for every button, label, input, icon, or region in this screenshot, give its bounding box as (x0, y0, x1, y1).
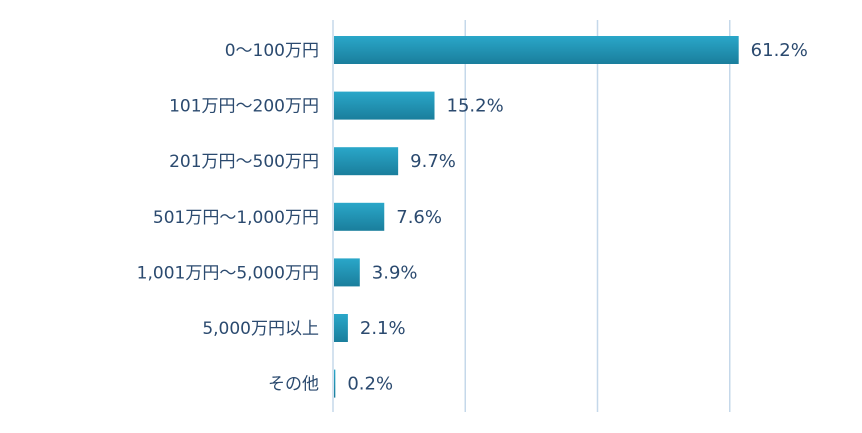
category-label: 0〜100万円 (225, 41, 319, 61)
bar (334, 91, 435, 120)
category-label: 501万円〜1,000万円 (153, 208, 319, 228)
value-label: 2.1% (360, 318, 406, 339)
value-labels: 61.2% 15.2% 9.7% 7.6% 3.9% 2.1% 0.2% (347, 40, 808, 395)
value-label: 61.2% (751, 40, 808, 61)
value-label: 7.6% (396, 207, 442, 228)
category-label: 101万円〜200万円 (169, 97, 319, 117)
category-label: 5,000万円以上 (202, 319, 319, 339)
value-label: 3.9% (372, 262, 418, 283)
value-label: 9.7% (410, 151, 456, 172)
category-label: 1,001万円〜5,000万円 (137, 263, 319, 283)
grid-lines (332, 20, 731, 412)
value-label: 15.2% (447, 96, 504, 117)
bar (334, 314, 348, 342)
value-label: 0.2% (347, 374, 393, 395)
bar (334, 369, 336, 398)
category-label: 201万円〜500万円 (169, 152, 319, 172)
category-label: その他 (268, 375, 319, 395)
bar (334, 258, 360, 287)
bar (334, 36, 739, 64)
category-labels: 0〜100万円 101万円〜200万円 201万円〜500万円 501万円〜1,000… (137, 41, 319, 395)
bar (334, 147, 399, 176)
bars (334, 36, 739, 398)
bar (334, 202, 385, 231)
